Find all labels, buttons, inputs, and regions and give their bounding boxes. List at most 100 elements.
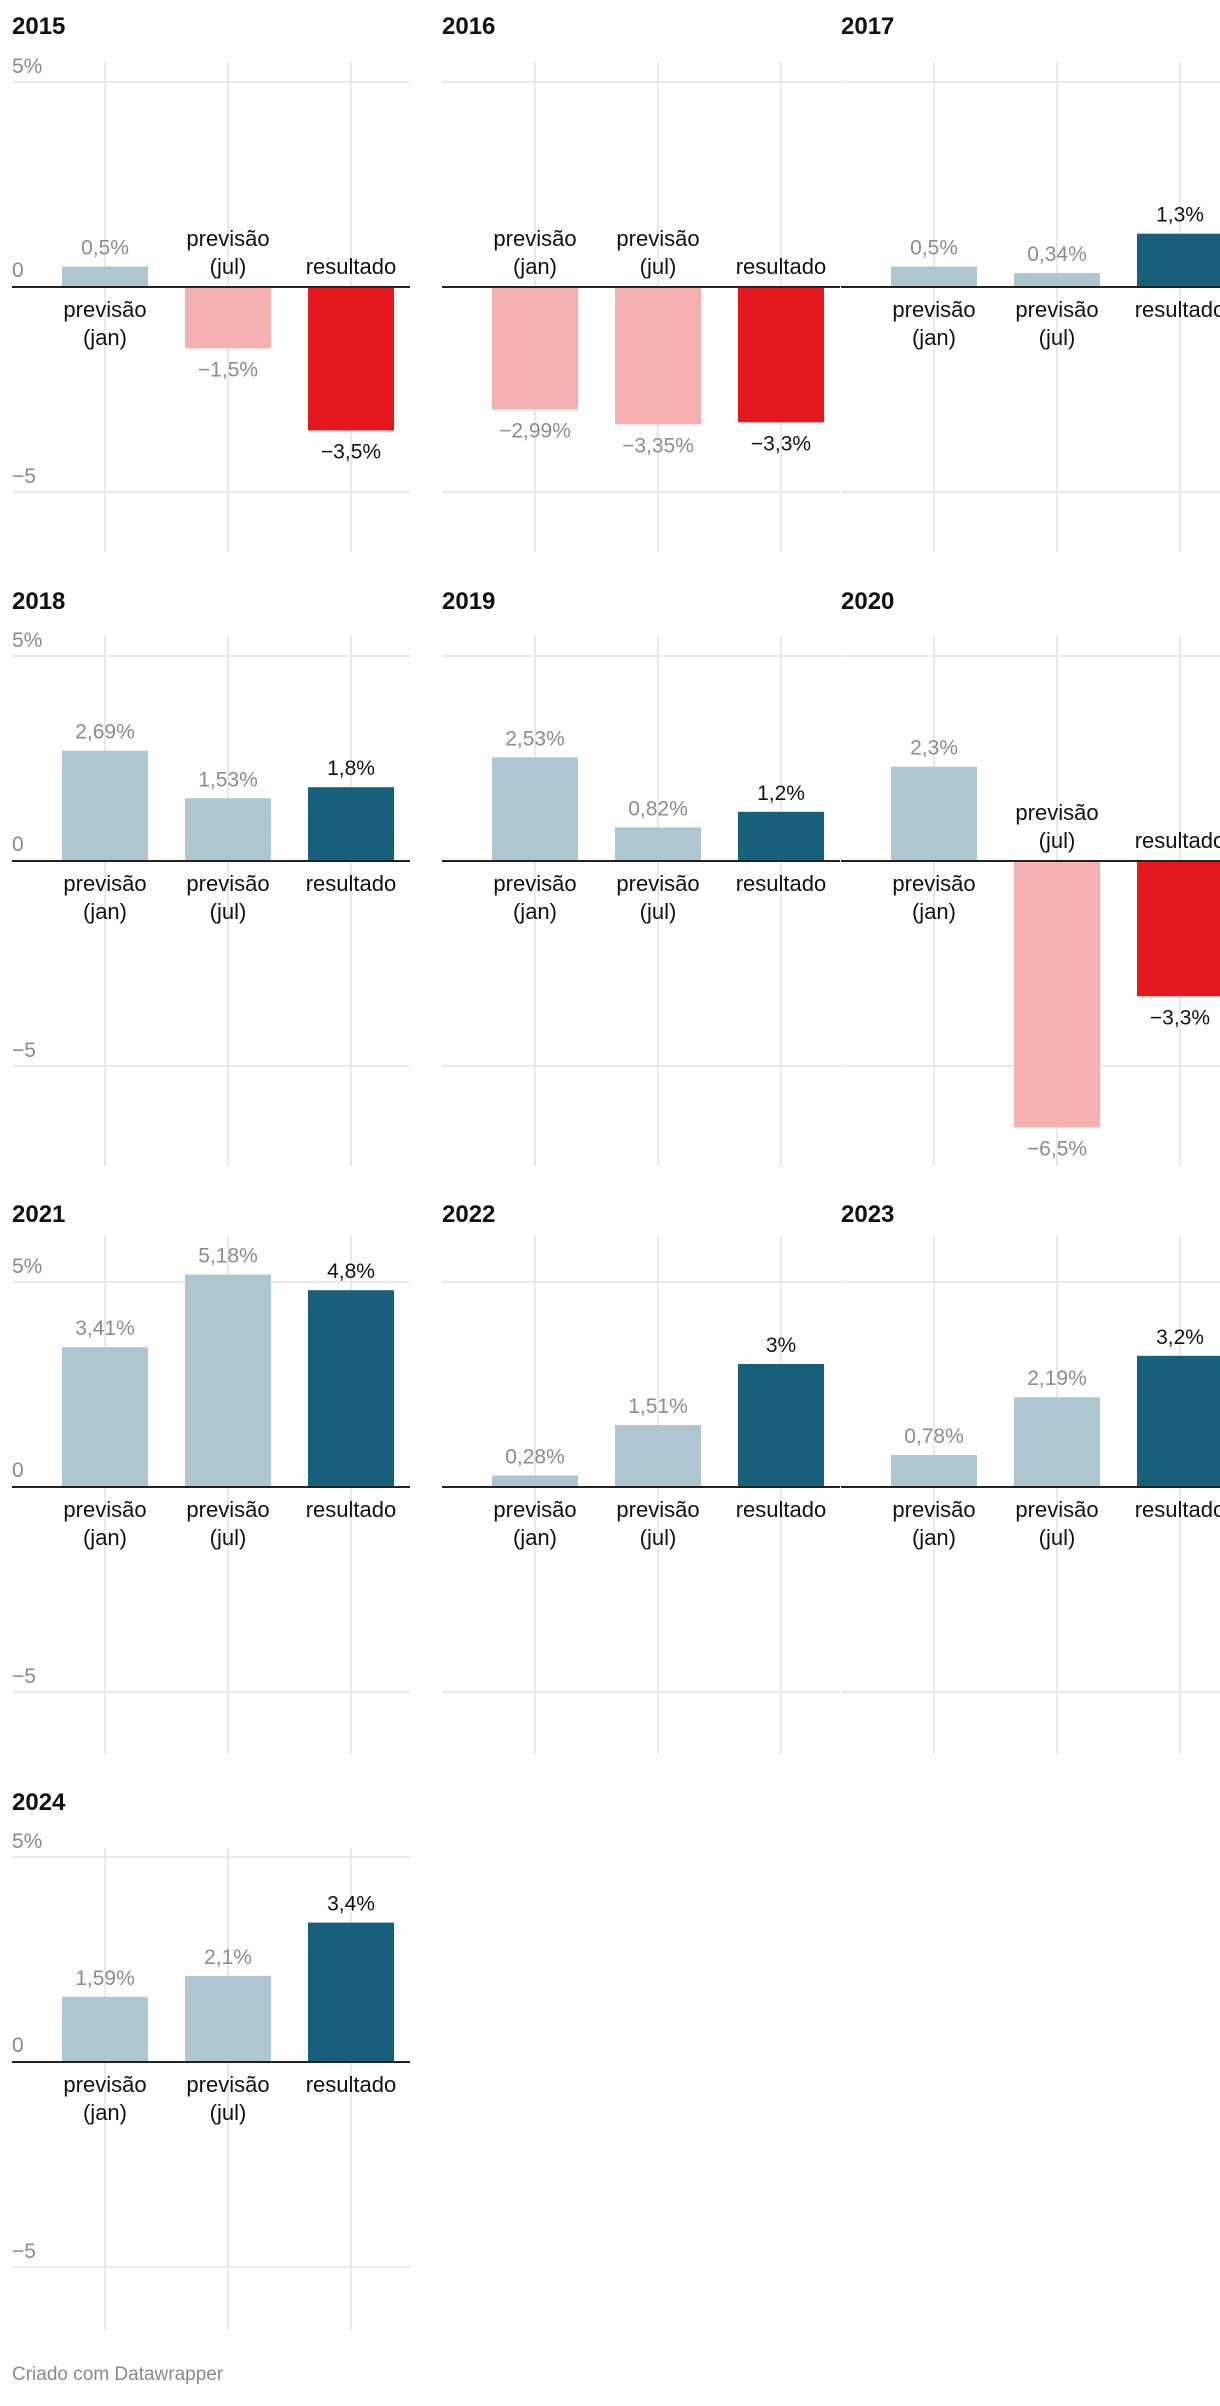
bar[interactable] [615,827,701,861]
panel-title: 2023 [841,1201,894,1228]
category-label: resultado [1135,297,1220,322]
y-tick-label: 0 [12,2034,24,2057]
value-label: 3,2% [1156,1326,1204,1349]
bar[interactable] [738,811,824,861]
category-label: (jul) [640,899,677,924]
category-label: resultado [1135,828,1220,853]
bar[interactable] [1137,1355,1220,1487]
category-label: previsão [63,297,146,322]
value-label: −6,5% [1027,1138,1087,1161]
y-tick-label: 5% [12,1830,42,1853]
category-label: resultado [736,871,827,896]
bar[interactable] [615,287,701,425]
value-label: 0,34% [1027,243,1087,266]
value-label: 2,1% [204,1946,252,1969]
value-label: −3,3% [1150,1006,1210,1029]
category-label: previsão [1015,297,1098,322]
y-tick-label: −5 [12,1665,36,1688]
bar[interactable] [62,266,148,288]
category-label: previsão [892,297,975,322]
panel-title: 2016 [442,13,495,40]
value-label: 0,5% [81,237,129,260]
y-tick-label: −5 [12,465,36,488]
category-label: (jul) [210,1525,247,1550]
bar[interactable] [308,287,394,431]
value-label: −2,99% [499,420,571,443]
category-label: previsão [1015,800,1098,825]
value-label: 0,28% [505,1446,565,1469]
value-label: 0,82% [628,797,688,820]
category-label: (jan) [513,254,557,279]
category-label: resultado [306,1497,397,1522]
category-label: previsão [616,1497,699,1522]
panel-title: 2021 [12,1201,65,1228]
y-tick-label: 5% [12,629,42,652]
panel-title: 2015 [12,13,65,40]
bar[interactable] [738,287,824,423]
category-label: (jul) [1039,828,1076,853]
value-label: 1,59% [75,1967,135,1990]
bar[interactable] [185,1975,271,2062]
bar[interactable] [185,1274,271,1487]
bar[interactable] [308,787,394,861]
category-label: resultado [736,1497,827,1522]
category-label: (jul) [1039,325,1076,350]
value-label: 2,53% [505,727,565,750]
value-label: 2,69% [75,721,135,744]
bar[interactable] [1137,861,1220,997]
value-label: 1,3% [1156,204,1204,227]
category-label: previsão [616,871,699,896]
bar[interactable] [891,766,977,861]
category-label: (jan) [912,325,956,350]
category-label: previsão [186,226,269,251]
panel-title: 2017 [841,13,894,40]
category-label: (jul) [640,254,677,279]
panel-title: 2020 [841,588,894,615]
category-label: (jul) [640,1525,677,1550]
bar[interactable] [308,1290,394,1487]
category-label: (jan) [912,899,956,924]
value-label: 2,3% [910,737,958,760]
category-label: resultado [1135,1497,1220,1522]
value-label: −3,5% [321,441,381,464]
bar[interactable] [185,798,271,861]
value-label: −1,5% [198,359,258,382]
panel-title: 2024 [12,1789,66,1816]
bar[interactable] [62,1996,148,2062]
bar[interactable] [615,1425,701,1487]
value-label: 1,8% [327,757,375,780]
category-label: (jul) [210,2100,247,2125]
category-label: (jan) [83,2100,127,2125]
value-label: 3,4% [327,1893,375,1916]
bar[interactable] [1014,1397,1100,1487]
bar[interactable] [1014,273,1100,287]
category-label: previsão [493,226,576,251]
category-label: (jul) [210,899,247,924]
bar[interactable] [1014,861,1100,1128]
bar[interactable] [891,266,977,288]
value-label: 0,5% [910,237,958,260]
value-label: 4,8% [327,1260,375,1283]
category-label: previsão [1015,1497,1098,1522]
y-tick-label: 0 [12,1459,24,1482]
bar[interactable] [492,287,578,410]
category-label: (jan) [83,1525,127,1550]
bar[interactable] [62,1347,148,1487]
value-label: −3,3% [751,432,811,455]
bar[interactable] [185,287,271,349]
bar[interactable] [738,1364,824,1487]
y-tick-label: 0 [12,833,24,856]
bar[interactable] [308,1922,394,2062]
bar[interactable] [1137,233,1220,287]
bar[interactable] [891,1455,977,1487]
category-label: previsão [493,1497,576,1522]
category-label: previsão [186,871,269,896]
y-tick-label: 5% [12,55,42,78]
y-tick-label: 5% [12,1255,42,1278]
panel-title: 2019 [442,588,495,615]
bar[interactable] [492,757,578,861]
bar[interactable] [492,1475,578,1487]
category-label: resultado [306,2072,397,2097]
bar[interactable] [62,750,148,861]
